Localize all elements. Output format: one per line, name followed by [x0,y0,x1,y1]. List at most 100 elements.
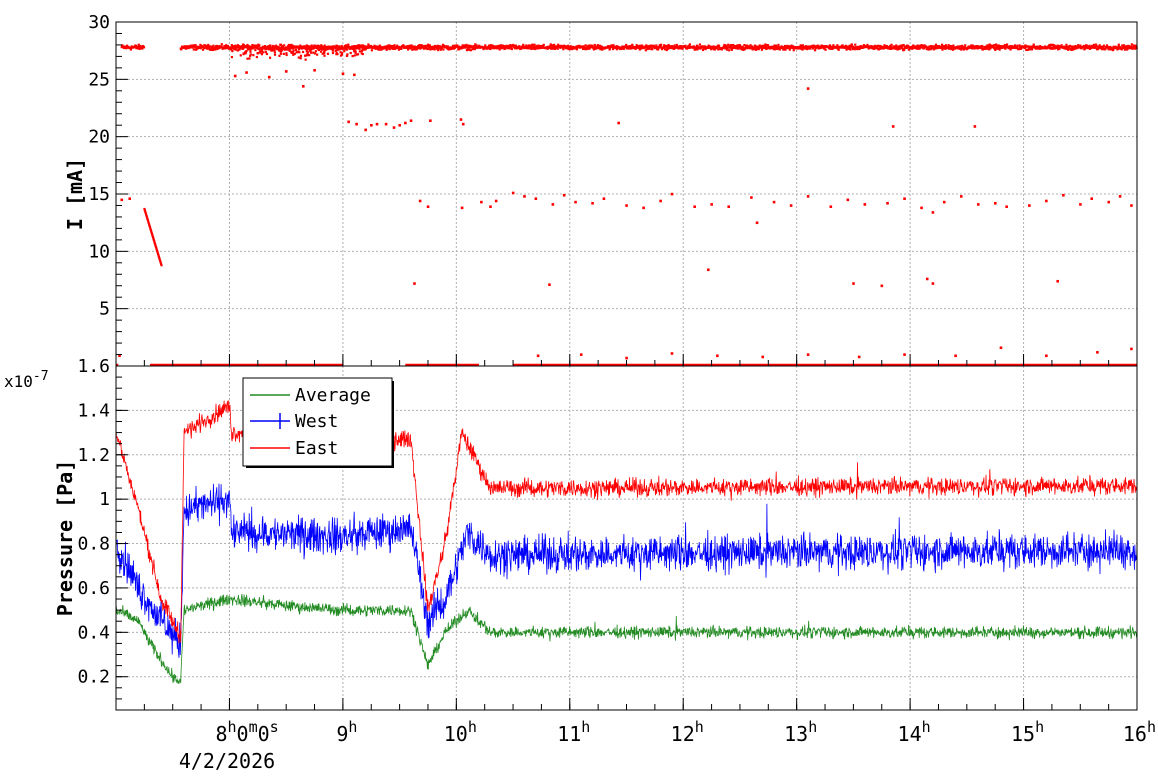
current-point [353,49,356,53]
current-point [246,57,249,60]
current-point [989,47,992,50]
current-point [252,54,255,57]
current-point [853,46,856,50]
current-point [991,44,994,47]
current-point [550,44,554,47]
current-point [754,44,757,48]
current-point [585,46,588,49]
current-point [400,47,403,50]
current-point [944,47,947,50]
current-point [257,47,260,50]
current-outlier [480,200,483,204]
current-point [930,47,934,50]
current-point [147,221,150,225]
current-point [299,54,303,57]
current-point [488,44,491,47]
current-point [143,207,146,211]
current-point [660,43,663,46]
current-point [1133,44,1136,47]
current-point [441,45,444,48]
top-y-tick-label: 20 [88,127,110,148]
current-outlier [353,73,356,77]
current-point [819,46,822,50]
current-outlier [460,206,464,210]
current-point [253,44,256,47]
current-point [845,48,848,51]
current-point [629,44,632,48]
current-outlier [806,195,810,198]
current-point [800,46,803,49]
current-point [979,45,982,48]
current-point [718,45,721,48]
current-point [950,47,953,51]
current-point [621,47,624,50]
current-point [473,47,476,51]
current-point [723,43,726,47]
current-point [307,45,310,48]
x-tick-label: 11h [557,718,590,746]
current-point [144,210,147,213]
current-point [388,44,391,47]
current-point [970,44,973,47]
current-point [783,48,786,51]
current-outlier [880,284,884,288]
current-point [720,48,723,51]
current-point [260,53,264,56]
current-point [283,44,286,47]
legend-box-shadow-bottom [246,466,394,468]
current-point [907,45,910,48]
current-point [913,46,917,50]
current-point [698,43,702,46]
current-outlier [693,205,696,209]
current-point [373,44,376,47]
current-point [561,45,564,48]
current-point [155,247,158,250]
current-point [267,45,270,48]
current-point [1058,47,1061,50]
current-point [216,47,219,51]
current-point [155,248,158,251]
current-point [1106,45,1109,49]
current-point [599,47,603,50]
current-point [1092,43,1096,46]
current-point [1018,47,1021,50]
current-point [895,44,898,47]
current-outlier [846,198,850,202]
current-outlier [727,205,730,209]
current-point [848,46,852,50]
current-point [1013,44,1017,47]
current-point [527,46,530,49]
current-point [641,44,644,47]
current-point [888,46,891,49]
current-point [386,47,389,50]
current-point [660,48,664,51]
current-point [1026,48,1030,51]
current-point [763,44,767,47]
bottom-y-tick-label: 1.4 [77,400,110,421]
current-point [729,45,732,48]
current-point [729,44,733,47]
current-point [276,46,279,49]
current-point [306,51,310,54]
current-point [438,45,442,48]
current-point [194,45,197,49]
current-point [651,47,654,51]
legend-box-shadow [392,381,394,468]
current-point [889,47,893,51]
current-point [433,46,436,49]
current-point [528,47,531,50]
current-point [277,48,281,51]
current-point [362,44,365,47]
current-point [1129,45,1133,48]
current-point [210,48,213,51]
current-point [1016,44,1019,47]
current-point [973,47,976,50]
current-point [457,45,460,48]
current-outlier [347,120,350,124]
current-point [242,53,245,56]
current-point [724,46,727,49]
current-point [418,44,421,47]
current-outlier [852,282,855,285]
current-point [446,45,449,48]
current-point [471,48,475,51]
